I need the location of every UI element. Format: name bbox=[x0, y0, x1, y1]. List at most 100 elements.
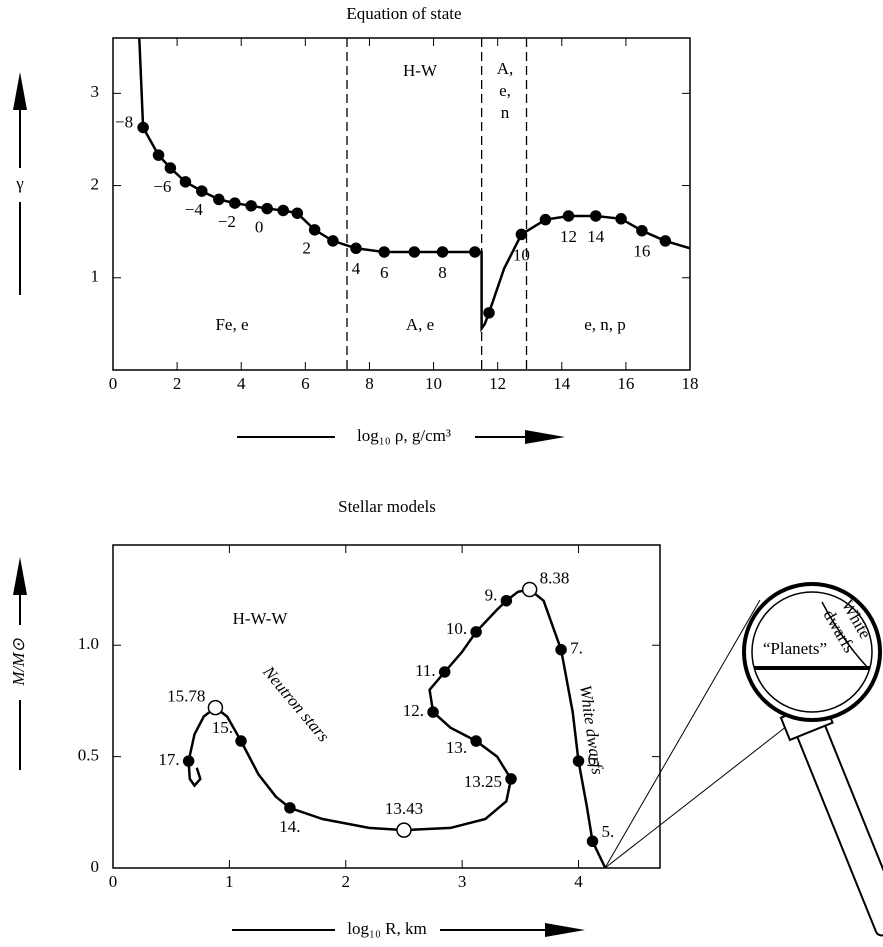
point bbox=[196, 185, 208, 197]
region-label: e, bbox=[499, 81, 511, 100]
point bbox=[235, 735, 247, 747]
point bbox=[179, 176, 192, 188]
point bbox=[586, 835, 599, 848]
magnifier bbox=[604, 582, 883, 937]
point bbox=[470, 735, 482, 747]
point-label: 4 bbox=[352, 259, 361, 278]
x-tick-label: 10 bbox=[425, 374, 442, 393]
point bbox=[408, 246, 421, 258]
y-axis-arrow bbox=[13, 557, 27, 770]
x-axis-arrow bbox=[237, 430, 565, 444]
point bbox=[350, 242, 362, 255]
point-label: 6 bbox=[380, 263, 389, 282]
y-axis-label: γ bbox=[15, 174, 24, 193]
point bbox=[590, 210, 602, 222]
region-label: Neutron stars bbox=[259, 662, 334, 746]
point bbox=[308, 224, 321, 236]
point-label: −6 bbox=[153, 177, 171, 196]
point bbox=[500, 594, 513, 607]
point-label: 13.25 bbox=[464, 772, 502, 791]
point-label: 17. bbox=[158, 750, 179, 769]
y-tick-label: 2 bbox=[91, 174, 100, 193]
x-tick-label: 14 bbox=[553, 374, 571, 393]
point bbox=[572, 755, 585, 767]
point bbox=[152, 149, 165, 161]
region-label: Fe, e bbox=[215, 315, 248, 334]
point bbox=[515, 228, 528, 241]
point bbox=[245, 200, 257, 212]
point bbox=[470, 626, 482, 638]
point-label: 11. bbox=[415, 661, 436, 680]
x-tick-label: 0 bbox=[109, 374, 118, 393]
point-label: 15. bbox=[212, 718, 233, 737]
x-tick-label: 3 bbox=[458, 872, 467, 891]
point-label: 8.38 bbox=[540, 568, 570, 587]
point-label: 0 bbox=[255, 218, 264, 237]
point-label: 8 bbox=[438, 263, 447, 282]
point bbox=[562, 210, 575, 222]
x-tick-label: 6 bbox=[301, 374, 310, 393]
point-label: 7. bbox=[570, 639, 583, 658]
curve bbox=[187, 588, 607, 869]
x-tick-label: 12 bbox=[489, 374, 506, 393]
region-label: n bbox=[501, 103, 510, 122]
y-axis-arrow bbox=[13, 72, 27, 295]
point-label: 9. bbox=[485, 586, 498, 605]
chart-title: Equation of state bbox=[346, 4, 461, 23]
point bbox=[164, 162, 177, 174]
point-label: −8 bbox=[115, 112, 133, 131]
x-tick-label: 2 bbox=[173, 374, 182, 393]
point bbox=[615, 213, 627, 225]
point bbox=[137, 121, 149, 134]
point-label: 12. bbox=[403, 701, 424, 720]
point-label: 5. bbox=[601, 822, 614, 841]
point bbox=[539, 213, 552, 226]
point bbox=[469, 246, 481, 258]
point bbox=[213, 193, 225, 206]
x-tick-label: 18 bbox=[682, 374, 699, 393]
point bbox=[182, 755, 195, 767]
point bbox=[378, 246, 390, 258]
region-label: H-W bbox=[403, 61, 438, 80]
y-tick-label: 1.0 bbox=[78, 634, 99, 653]
y-tick-label: 3 bbox=[91, 82, 100, 101]
y-tick-label: 1 bbox=[91, 267, 100, 286]
x-tick-label: 4 bbox=[574, 872, 583, 891]
point-label: 13.43 bbox=[385, 799, 423, 818]
point bbox=[636, 224, 648, 237]
x-tick-label: 4 bbox=[237, 374, 246, 393]
point-label: 14. bbox=[279, 817, 300, 836]
x-tick-label: 1 bbox=[225, 872, 234, 891]
point bbox=[229, 197, 241, 209]
x-axis-label: log₁₀ R, km bbox=[347, 919, 426, 938]
magnifier-label: “Planets” bbox=[763, 639, 827, 658]
x-tick-label: 0 bbox=[109, 872, 118, 891]
point bbox=[277, 204, 289, 217]
point bbox=[659, 235, 672, 247]
point bbox=[505, 773, 517, 785]
point-label: 16 bbox=[633, 242, 650, 261]
point-label: 15.78 bbox=[167, 687, 205, 706]
point bbox=[261, 202, 273, 215]
curve bbox=[138, 37, 691, 333]
open-point bbox=[396, 822, 412, 838]
point bbox=[436, 246, 449, 258]
plot-frame bbox=[112, 544, 661, 869]
point bbox=[483, 307, 495, 319]
point-label: 10 bbox=[513, 245, 530, 264]
region-label: H-W-W bbox=[233, 609, 289, 628]
point bbox=[427, 706, 439, 718]
y-tick-label: 0 bbox=[91, 857, 100, 876]
point-label: −4 bbox=[185, 200, 204, 219]
point-label: 12 bbox=[560, 227, 577, 246]
point bbox=[327, 235, 339, 247]
point bbox=[555, 643, 567, 656]
x-axis-arrow bbox=[232, 923, 585, 937]
region-label: A, e bbox=[406, 315, 434, 334]
y-axis-label: M/M⊙ bbox=[9, 638, 28, 687]
x-axis-label: log₁₀ ρ, g/cm³ bbox=[357, 426, 451, 445]
plot-frame bbox=[112, 37, 691, 371]
point bbox=[291, 207, 304, 219]
region-label: e, n, p bbox=[584, 315, 626, 334]
